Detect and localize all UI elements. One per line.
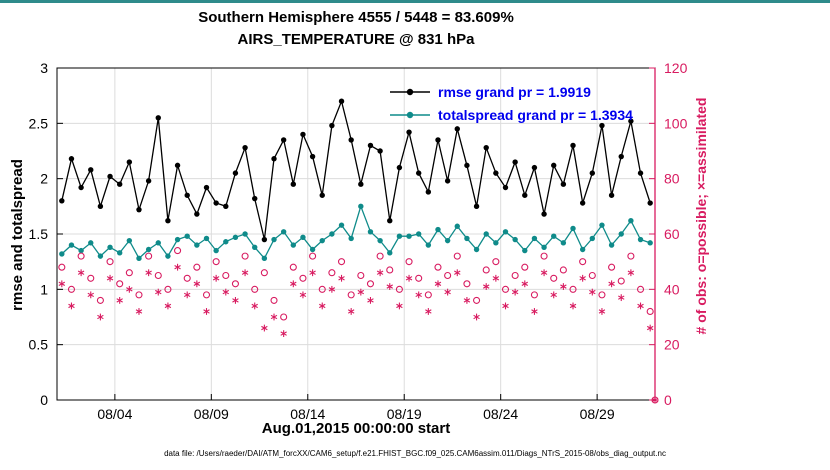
svg-text:60: 60: [664, 226, 680, 242]
data-file-note: data file: /Users/raeder/DAI/ATM_forcXX/…: [164, 449, 666, 458]
svg-text:100: 100: [664, 115, 688, 131]
legend-item-rmse: rmse grand pr = 1.9919: [388, 80, 633, 103]
chart-title-line1: Southern Hemisphere 4555 / 5448 = 83.609…: [198, 9, 514, 26]
svg-text:80: 80: [664, 171, 680, 187]
rmse-legend-marker: [390, 88, 430, 95]
svg-text:0.5: 0.5: [29, 337, 49, 353]
svg-text:08/29: 08/29: [580, 406, 615, 422]
svg-text:08/14: 08/14: [290, 406, 325, 422]
x-axis-label: Aug.01,2015 00:00:00 start: [261, 420, 451, 437]
window-edge-decoration: [0, 0, 830, 3]
chart-title-line2: AIRS_TEMPERATURE @ 831 hPa: [237, 31, 475, 48]
svg-text:08/09: 08/09: [194, 406, 229, 422]
svg-text:120: 120: [664, 60, 688, 76]
svg-text:0: 0: [664, 392, 672, 408]
svg-text:08/24: 08/24: [483, 406, 518, 422]
svg-text:20: 20: [664, 337, 680, 353]
totalspread-legend-marker: [390, 111, 430, 118]
svg-text:08/04: 08/04: [97, 406, 132, 422]
svg-text:08/19: 08/19: [387, 406, 422, 422]
svg-text:0: 0: [40, 392, 48, 408]
legend-item-totalspread: totalspread grand pr = 1.3934: [388, 103, 633, 126]
totalspread-legend-label: totalspread grand pr = 1.3934: [438, 106, 633, 123]
svg-text:1: 1: [40, 281, 48, 297]
svg-text:1.5: 1.5: [29, 226, 49, 242]
rmse-legend-label: rmse grand pr = 1.9919: [438, 83, 591, 100]
svg-text:2: 2: [40, 171, 48, 187]
legend: rmse grand pr = 1.9919 totalspread grand…: [388, 80, 633, 126]
svg-text:3: 3: [40, 60, 48, 76]
svg-text:40: 40: [664, 281, 680, 297]
svg-text:2.5: 2.5: [29, 115, 49, 131]
